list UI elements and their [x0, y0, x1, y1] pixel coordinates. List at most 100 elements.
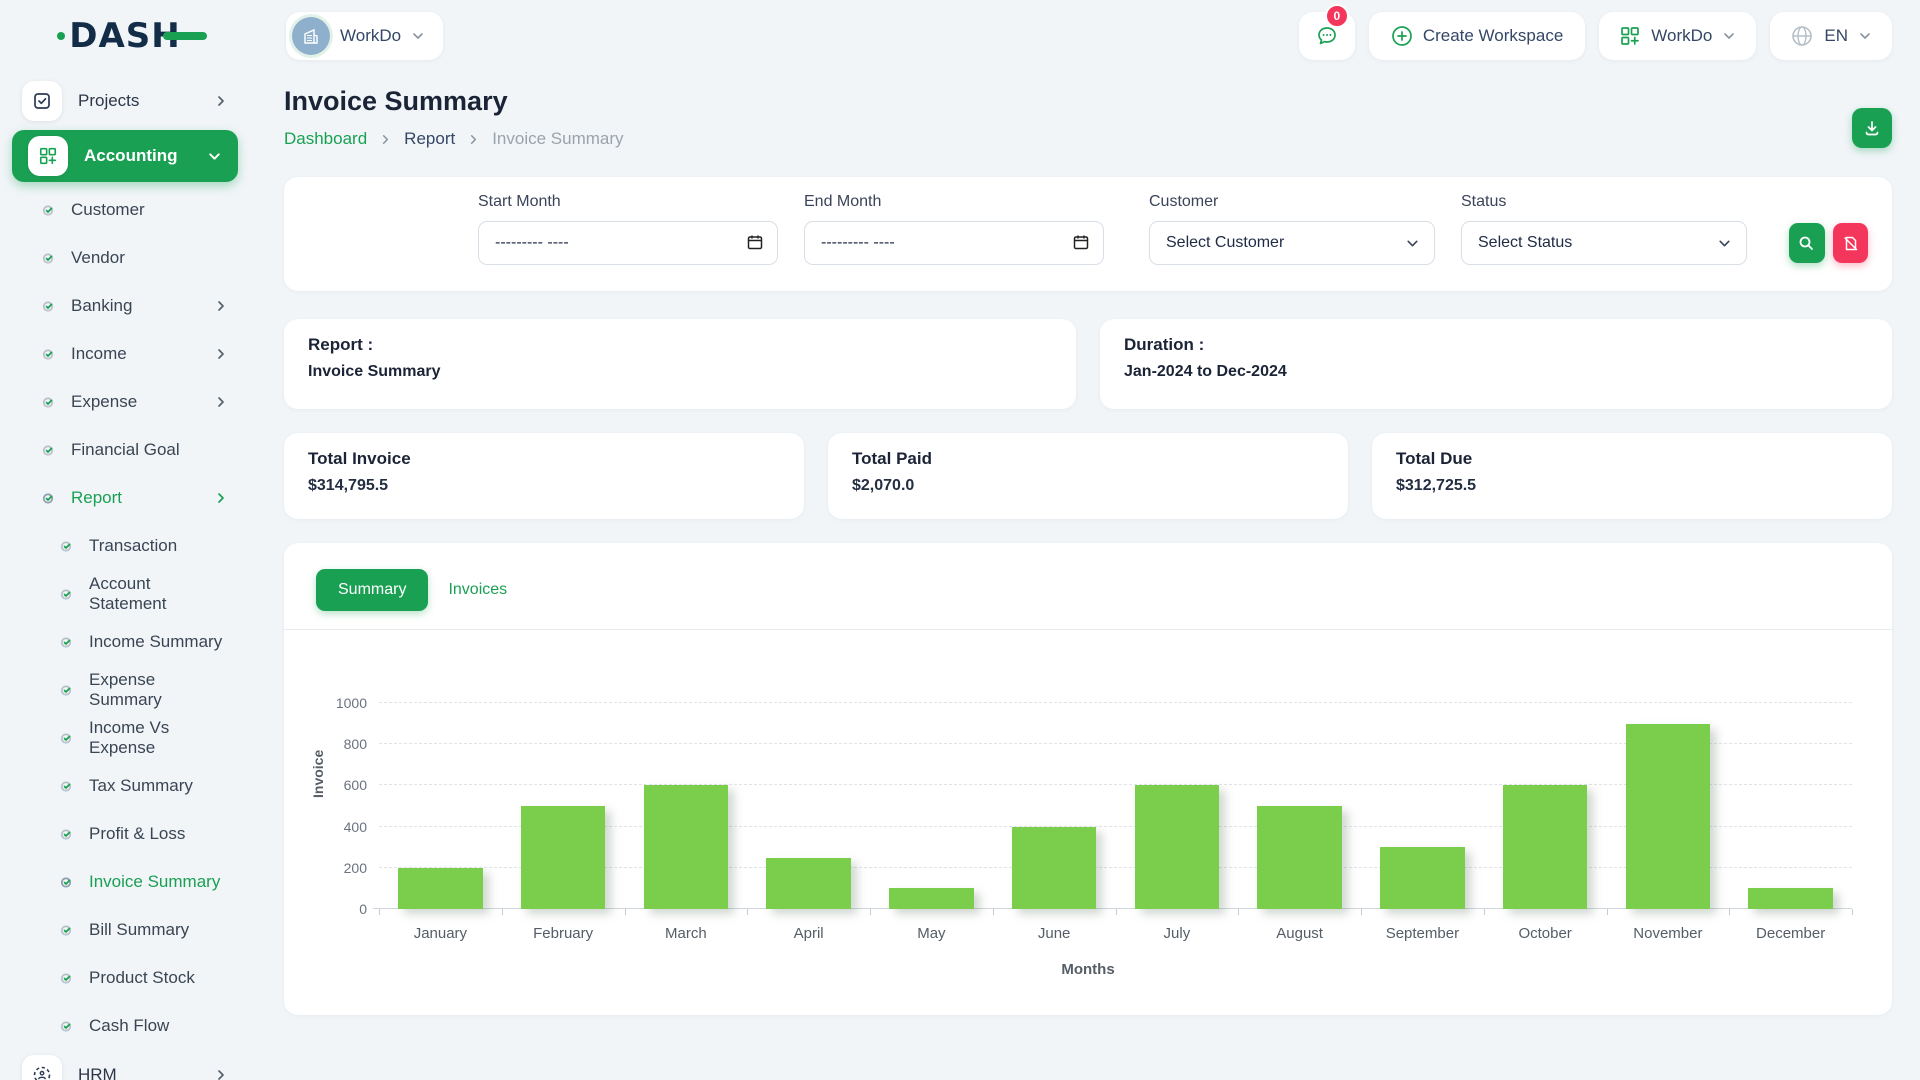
sidebar-item-expense[interactable]: Expense — [0, 378, 250, 426]
sidebar-item-accounting[interactable]: Accounting — [12, 130, 238, 182]
bullet-check-icon — [42, 204, 55, 217]
messages-button[interactable]: 0 — [1299, 12, 1355, 60]
status-select[interactable]: Select Status — [1461, 221, 1747, 265]
chart-x-tick — [870, 909, 871, 915]
sidebar: Projects Accounting C — [0, 72, 250, 1080]
chart-x-tick — [1729, 909, 1730, 915]
reset-filter-button[interactable] — [1833, 223, 1869, 263]
chart-bar-march — [644, 785, 729, 909]
breadcrumb-dashboard[interactable]: Dashboard — [284, 129, 367, 149]
tab-divider — [284, 629, 1892, 630]
customer-select[interactable]: Select Customer — [1149, 221, 1435, 265]
logo-dash — [163, 32, 207, 40]
chart-bar-september — [1380, 847, 1465, 909]
chart-x-tick — [1607, 909, 1608, 915]
breadcrumb-report[interactable]: Report — [404, 129, 455, 149]
chart-bar-february — [521, 806, 606, 909]
sidebar-item-label: Expense — [71, 392, 198, 412]
report-card: Report : Invoice Summary — [284, 319, 1076, 409]
plus-circle-icon — [1391, 25, 1413, 47]
chevron-right-icon — [214, 1068, 228, 1080]
bullet-check-icon — [60, 780, 73, 793]
sidebar-item-cash-flow[interactable]: Cash Flow — [0, 1002, 250, 1050]
workspace-selector[interactable]: WorkDo — [286, 12, 443, 60]
chart-x-label: October — [1518, 925, 1571, 942]
chart-x-label: November — [1633, 925, 1702, 942]
sidebar-item-label: Income Summary — [89, 632, 228, 652]
chart-bar-january — [398, 868, 483, 909]
chart-x-label: August — [1276, 925, 1323, 942]
download-button[interactable] — [1852, 108, 1892, 148]
status-group: Status Select Status — [1461, 193, 1747, 265]
bullet-check-icon — [60, 636, 73, 649]
sidebar-item-label: Report — [71, 488, 198, 508]
tab-summary[interactable]: Summary — [316, 569, 428, 611]
bullet-check-icon — [42, 252, 55, 265]
start-month-input[interactable] — [478, 221, 778, 265]
sidebar-item-bill-summary[interactable]: Bill Summary — [0, 906, 250, 954]
customer-label: Customer — [1149, 193, 1435, 211]
sidebar-item-income[interactable]: Income — [0, 330, 250, 378]
tab-invoices[interactable]: Invoices — [448, 581, 507, 599]
sidebar-item-label: Income Vs Expense — [89, 718, 228, 758]
logo[interactable]: DASH — [0, 16, 250, 56]
page-header: Invoice Summary Dashboard Report Invoice… — [284, 86, 1892, 149]
chart-x-label: April — [794, 925, 824, 942]
sidebar-item-transaction[interactable]: Transaction — [0, 522, 250, 570]
sidebar-item-vendor[interactable]: Vendor — [0, 234, 250, 282]
end-month-group: End Month — [804, 193, 1104, 265]
bullet-check-icon — [60, 1020, 73, 1033]
sidebar-item-income-vs-expense[interactable]: Income Vs Expense — [0, 714, 250, 762]
sidebar-item-projects[interactable]: Projects — [0, 76, 250, 126]
sidebar-item-label: Profit & Loss — [89, 824, 228, 844]
bullet-check-icon — [60, 924, 73, 937]
stat-value: $2,070.0 — [852, 477, 1324, 495]
sidebar-item-invoice-summary[interactable]: Invoice Summary — [0, 858, 250, 906]
create-workspace-button[interactable]: Create Workspace — [1369, 12, 1585, 60]
sidebar-item-hrm[interactable]: HRM — [0, 1050, 250, 1080]
bullet-check-icon — [60, 684, 73, 697]
stat-total-due: Total Due $312,725.5 — [1372, 433, 1892, 519]
sidebar-item-label: Account Statement — [89, 574, 228, 614]
sidebar-item-label: Bill Summary — [89, 920, 228, 940]
chart-x-label: May — [917, 925, 945, 942]
language-code: EN — [1824, 26, 1848, 46]
chart-x-tick — [1361, 909, 1362, 915]
sidebar-item-product-stock[interactable]: Product Stock — [0, 954, 250, 1002]
sidebar-item-banking[interactable]: Banking — [0, 282, 250, 330]
chart-x-axis-title: Months — [1061, 961, 1114, 978]
calendar-icon[interactable] — [746, 233, 764, 251]
search-icon — [1798, 235, 1815, 252]
bullet-check-icon — [42, 492, 55, 505]
status-select-value: Select Status — [1478, 234, 1572, 252]
chart-bar-august — [1257, 806, 1342, 909]
duration-value: Jan-2024 to Dec-2024 — [1124, 363, 1868, 381]
sidebar-item-customer[interactable]: Customer — [0, 186, 250, 234]
stat-total-invoice: Total Invoice $314,795.5 — [284, 433, 804, 519]
chart-bar-november — [1626, 724, 1711, 909]
stat-value: $312,725.5 — [1396, 477, 1868, 495]
customer-select-value: Select Customer — [1166, 234, 1284, 252]
sidebar-item-income-summary[interactable]: Income Summary — [0, 618, 250, 666]
chart-x-tick — [625, 909, 626, 915]
report-info-row: Report : Invoice Summary Duration : Jan-… — [284, 319, 1892, 409]
clear-filter-icon — [1842, 235, 1859, 252]
filter-card: Start Month End Month — [284, 177, 1892, 291]
app-switcher-button[interactable]: WorkDo — [1599, 12, 1756, 60]
chevron-down-icon — [1405, 236, 1420, 251]
sidebar-item-profit-loss[interactable]: Profit & Loss — [0, 810, 250, 858]
sidebar-item-expense-summary[interactable]: Expense Summary — [0, 666, 250, 714]
download-icon — [1863, 119, 1881, 137]
language-selector[interactable]: EN — [1770, 12, 1892, 60]
sidebar-item-financial-goal[interactable]: Financial Goal — [0, 426, 250, 474]
status-label: Status — [1461, 193, 1747, 211]
search-button[interactable] — [1789, 223, 1825, 263]
calendar-icon[interactable] — [1072, 233, 1090, 251]
sidebar-item-account-statement[interactable]: Account Statement — [0, 570, 250, 618]
sidebar-item-tax-summary[interactable]: Tax Summary — [0, 762, 250, 810]
end-month-input[interactable] — [804, 221, 1104, 265]
chart-x-tick — [379, 909, 380, 915]
sidebar-item-report[interactable]: Report — [0, 474, 250, 522]
hrm-icon — [22, 1055, 62, 1080]
app-root: DASH WorkDo 0 — [0, 0, 1920, 1080]
